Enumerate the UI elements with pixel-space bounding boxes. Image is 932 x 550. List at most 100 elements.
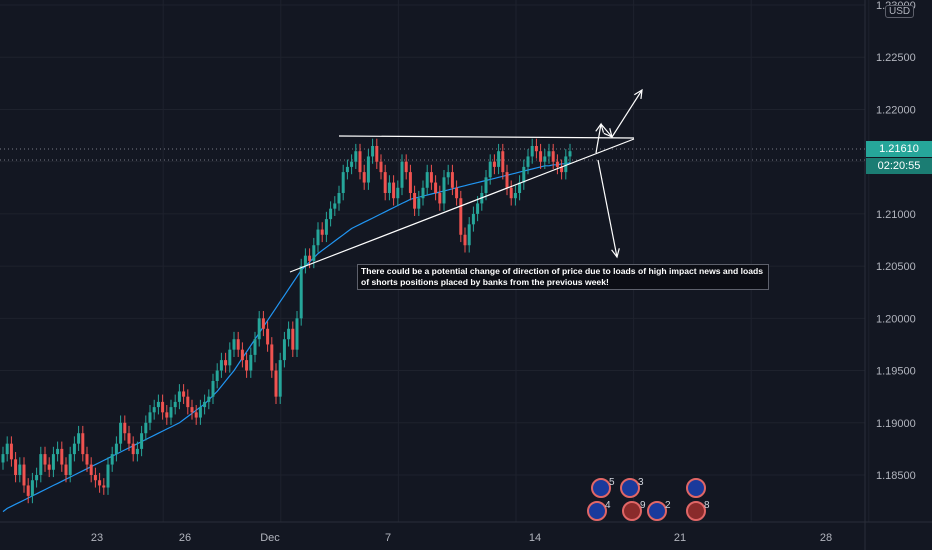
candle-body: [198, 407, 202, 418]
us-flag-icon[interactable]: [686, 501, 706, 521]
candle-body: [26, 485, 30, 496]
y-tick-label: 1.19500: [876, 366, 916, 378]
support-trendline[interactable]: [289, 138, 635, 273]
candle-body: [341, 172, 345, 193]
candle-body: [543, 156, 547, 162]
y-tick-label: 1.22500: [876, 52, 916, 64]
candle-body: [396, 187, 400, 199]
candle-body: [1, 454, 5, 463]
candle-body: [152, 407, 156, 413]
eu-flag-icon[interactable]: [587, 501, 607, 521]
candle-body: [526, 156, 530, 167]
annotation-note[interactable]: There could be a potential change of dir…: [357, 264, 769, 290]
drawings[interactable]: [289, 88, 643, 273]
candle-body: [186, 396, 190, 408]
eu-flag-icon[interactable]: [591, 478, 611, 498]
candle-body: [518, 182, 522, 193]
arrow-down-target[interactable]: [597, 159, 618, 258]
candle-body: [215, 370, 219, 381]
candle-body: [291, 328, 295, 350]
candle-body: [173, 401, 177, 408]
candle-body: [560, 166, 564, 173]
candle-body: [421, 187, 425, 199]
candle-body: [408, 172, 412, 193]
candle-body: [303, 255, 307, 267]
y-tick-label: 1.21000: [876, 209, 916, 221]
candle-body: [547, 151, 551, 157]
candle-body: [446, 172, 450, 178]
arrow-up-small[interactable]: [595, 123, 602, 154]
arrow-up-target-head[interactable]: [634, 88, 643, 100]
candle-body: [207, 396, 211, 402]
candle-body: [169, 407, 173, 418]
x-tick-label: Dec: [260, 532, 280, 544]
candle-body: [236, 339, 240, 350]
arrow-down-target-head[interactable]: [611, 248, 620, 259]
candle-body: [211, 381, 215, 397]
candle-body: [14, 459, 18, 475]
candle-body: [5, 443, 9, 455]
candle-body: [539, 151, 543, 162]
candle-body: [85, 454, 89, 465]
candle-body: [182, 391, 186, 397]
candle-body: [438, 193, 442, 204]
us-flag-icon[interactable]: [622, 501, 642, 521]
candle-body: [379, 161, 383, 173]
candle-body: [362, 172, 366, 183]
moving-average-line: [2, 162, 571, 513]
candle-body: [249, 354, 253, 371]
candle-body: [18, 464, 22, 475]
candle-body: [47, 464, 51, 470]
candle-body: [333, 203, 337, 209]
candle-body: [295, 318, 299, 350]
candle-body: [530, 146, 534, 157]
candle-body: [245, 360, 249, 371]
y-tick-label: 1.20000: [876, 313, 916, 325]
event-count: 9: [640, 500, 646, 511]
candle-body: [459, 198, 463, 235]
candle-body: [165, 412, 169, 418]
arrow-zigzag[interactable]: [600, 123, 613, 138]
candle-body: [127, 433, 131, 444]
candle-body: [505, 172, 509, 188]
candle-body: [425, 172, 429, 188]
x-tick-label: 28: [820, 532, 832, 544]
bar-countdown-label: 02:20:55: [866, 158, 932, 174]
candle-body: [383, 172, 387, 193]
candle-body: [312, 245, 316, 261]
candle-body: [51, 454, 55, 470]
candle-body: [413, 193, 417, 209]
candle-body: [417, 198, 421, 209]
candle-body: [513, 193, 517, 199]
candle-body: [345, 166, 349, 173]
eu-flag-icon[interactable]: [647, 501, 667, 521]
candle-body: [476, 203, 480, 214]
arrow-up-target[interactable]: [611, 89, 643, 138]
candle-body: [131, 443, 135, 455]
candle-body: [308, 255, 312, 261]
resistance-trendline[interactable]: [338, 135, 635, 139]
candle-body: [350, 161, 354, 167]
event-count: 2: [665, 500, 671, 511]
candle-body: [39, 454, 43, 475]
eu-flag-icon[interactable]: [686, 478, 706, 498]
candle-body: [114, 443, 118, 455]
event-markers[interactable]: 5 3 4 9 2 8: [587, 477, 710, 521]
candle-body: [329, 208, 333, 220]
candle-body: [68, 454, 72, 475]
currency-badge[interactable]: USD: [885, 5, 915, 18]
candle-body: [442, 177, 446, 204]
candle-body: [156, 401, 160, 408]
eu-flag-icon[interactable]: [620, 478, 640, 498]
candle-body: [144, 422, 148, 434]
candle-body: [190, 407, 194, 413]
candle-body: [467, 224, 471, 246]
candle-body: [43, 454, 47, 465]
candle-body: [404, 161, 408, 173]
candle-body: [102, 485, 106, 488]
candle-body: [261, 318, 265, 329]
candle-body: [203, 401, 207, 408]
candle-body: [316, 229, 320, 246]
